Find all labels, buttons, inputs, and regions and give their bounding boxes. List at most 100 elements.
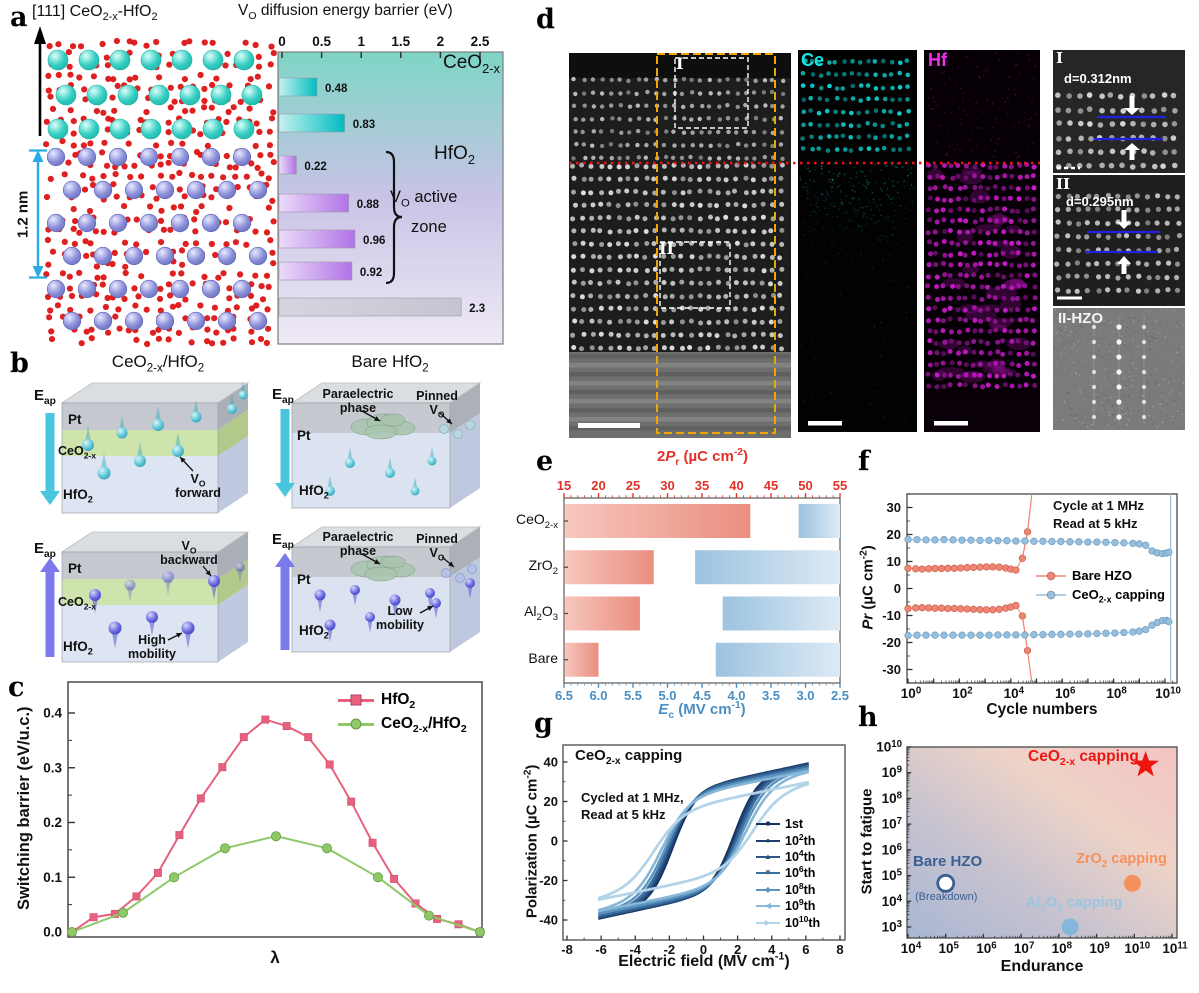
capped-stack-box [60, 531, 250, 663]
energy-barrier-bar [278, 193, 349, 213]
h-x-tick: 106 [976, 941, 997, 957]
panel-g-letter: g [534, 708, 553, 739]
panel-d-canvas [569, 50, 1185, 438]
h-y-tick: 107 [882, 816, 902, 832]
e-top-tick: 15 [557, 478, 571, 493]
f-data-point [976, 605, 984, 614]
c-data-point [239, 733, 248, 742]
f-data-point [982, 563, 991, 571]
h-y-tick: 108 [882, 790, 903, 806]
c-data-point [118, 907, 129, 918]
c-data-point [282, 722, 291, 731]
f-data-point [1084, 630, 1092, 638]
c-legend-label: CeO2-x/HfO2 [381, 715, 467, 736]
e-category-zro2: ZrO2 [528, 557, 558, 577]
bar-value-label: 0.83 [353, 119, 375, 131]
f-data-point [931, 631, 939, 639]
f-data-point [985, 631, 993, 639]
f-data-point [1142, 541, 1150, 549]
f-data-point [944, 604, 952, 613]
a-axis-tick: 0 [278, 34, 286, 49]
oxygen-vacancy-drop [162, 571, 174, 583]
f-data-point [1093, 538, 1101, 546]
f-data-point [1135, 627, 1143, 635]
stem-scale-bar [578, 423, 640, 428]
f-data-point [1093, 629, 1101, 638]
b-right-title: Bare HfO2 [351, 352, 429, 375]
a-chart-title: VO diffusion energy barrier (eV) [238, 2, 453, 23]
paraelectric-label: Paraelectric phase [322, 387, 394, 415]
f-data-point [967, 536, 975, 544]
h-point-label-ceo2x: CeO2-x capping [1028, 748, 1139, 769]
e-top-tick: 20 [591, 478, 605, 493]
eap-label: Eap [34, 387, 56, 407]
capped-stack-box [60, 381, 250, 514]
e-bottom-tick: 2.5 [831, 688, 849, 700]
f-data-point [982, 606, 991, 614]
f-data-point [931, 604, 939, 612]
e-bottom-tick: 6.5 [555, 688, 573, 700]
f-data-point [969, 605, 978, 613]
up-arrow [1117, 256, 1131, 264]
f-data-point [904, 535, 912, 544]
c-data-point [132, 892, 141, 901]
f-data-point [994, 537, 1002, 545]
c-data-point [423, 910, 434, 921]
f-data-point [1003, 537, 1011, 545]
f-data-point [940, 535, 948, 544]
g-x-tick: 0 [700, 942, 707, 957]
c-y-tick: 0.1 [43, 870, 62, 885]
fft-spot [1091, 354, 1097, 360]
pinned-vacancy-sphere [455, 573, 465, 583]
region-label-hfo2: HfO2 [434, 143, 475, 167]
fft-spot [1116, 399, 1122, 405]
e-category-bare: Bare [528, 650, 558, 666]
oxygen-vacancy-drop [325, 486, 335, 496]
f-data-point [904, 564, 912, 572]
f-data-point [922, 536, 930, 544]
oxygen-vacancy-drop [208, 575, 220, 587]
c-data-point [168, 872, 179, 883]
fft-spot [1141, 384, 1147, 390]
c-data-point [175, 831, 184, 840]
oxygen-vacancy-drop [238, 390, 248, 400]
h-x-tick: 104 [901, 941, 922, 957]
region-label-ceo2x: CeO2-x [442, 52, 500, 76]
g-legend-item: ◀ 109th [756, 898, 820, 914]
f-data-point [904, 631, 912, 640]
h-y-tick: 1010 [876, 739, 902, 755]
fft-label: II-HZO [1058, 310, 1103, 327]
g-y-tick: 0 [551, 834, 558, 849]
panel-f-chart: -30 -20 -10 0 10 20 30 100 102 104 106 108 1010 [882, 493, 1181, 701]
inset2-dspacing: d=0.295nm [1066, 194, 1134, 209]
ec-bar [798, 504, 840, 538]
f-legend-label: Bare HZO [1072, 568, 1132, 583]
g-legend-label: 102th [785, 831, 816, 848]
g-legend-label: 1st [785, 817, 804, 832]
oxygen-vacancy-drop [365, 612, 375, 622]
c-data-point [390, 874, 399, 883]
panel-a-letter: a [10, 2, 28, 33]
pt-label: Pt [297, 428, 311, 443]
energy-barrier-bar [278, 77, 318, 97]
f-data-point [976, 631, 984, 639]
e-top-tick: 25 [626, 478, 640, 493]
f-data-point [912, 565, 920, 573]
eds-region-box [656, 53, 776, 434]
zone-brace [385, 150, 403, 285]
g-y-tick: 40 [544, 755, 558, 770]
low-mobility-label: Low mobility [376, 604, 424, 632]
h-x-axis-label: Endurance [1000, 958, 1084, 975]
ce-map-label: Ce [801, 50, 825, 70]
f-data-point [937, 604, 946, 612]
c-data-point [89, 913, 98, 922]
g-annotation-1: Cycled at 1 MHz, [581, 790, 684, 805]
f-x-tick: 108 [1106, 686, 1127, 701]
f-data-point [1066, 538, 1074, 546]
f-data-point [985, 536, 993, 545]
h-point-label-al2o3: Al2O3 capping [1026, 895, 1123, 914]
stem-region-2-label: II [659, 239, 674, 258]
e-top-tick: 55 [833, 478, 847, 493]
bar-value-label: 0.92 [360, 267, 382, 279]
hf-scale-bar [934, 421, 968, 426]
